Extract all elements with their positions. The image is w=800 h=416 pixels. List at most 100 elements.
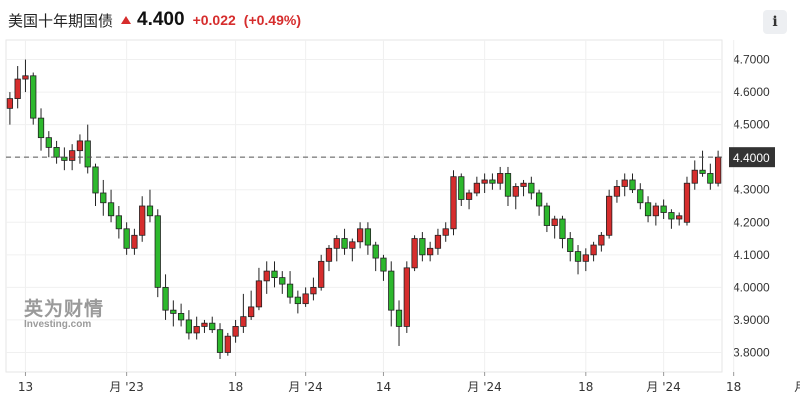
up-arrow-icon <box>121 16 132 24</box>
candle-body <box>216 329 224 353</box>
x-tick-label: 13 <box>18 380 33 394</box>
candle-body <box>45 137 52 148</box>
candle-body <box>644 202 652 217</box>
instrument-title: 美国十年期国债 <box>8 11 114 30</box>
candle-body <box>100 192 107 204</box>
candle-body <box>69 150 76 161</box>
candle-body <box>427 247 434 256</box>
candle-body <box>489 179 496 184</box>
price-change: +0.022 <box>192 12 236 28</box>
x-tick-label: 月 '24 <box>794 380 800 394</box>
price-change-percent: (+0.49%) <box>243 12 301 28</box>
candle-body <box>691 169 698 184</box>
quote-header: 美国十年期国债 4.400 +0.022 (+0.49%) <box>8 7 301 33</box>
x-tick-label: 月 '24 <box>646 380 680 394</box>
candle-body <box>341 238 348 249</box>
candle-body <box>473 182 480 194</box>
candle-body <box>551 218 558 226</box>
candle-body <box>162 286 169 311</box>
candle-body <box>403 267 410 327</box>
plot-area <box>5 39 723 373</box>
candle-body <box>411 238 418 269</box>
candle-body <box>419 238 426 256</box>
candle-body <box>434 234 442 249</box>
candle-body <box>629 179 636 191</box>
candle-body <box>349 241 356 249</box>
candle-body <box>613 186 621 197</box>
candle-body <box>660 205 667 213</box>
candle-body <box>14 78 21 99</box>
candle-body <box>139 205 146 236</box>
y-tick-label: 4.6000 <box>733 85 770 99</box>
candle-body <box>567 238 574 252</box>
candle-body <box>170 309 177 314</box>
candle-body <box>279 277 286 285</box>
y-tick-label: 4.2000 <box>733 215 770 229</box>
candle-body <box>185 319 193 334</box>
candle-body <box>442 228 449 236</box>
candle-body <box>333 238 340 249</box>
candle-body <box>286 283 294 298</box>
y-tick-label: 4.1000 <box>733 248 770 262</box>
candle-body <box>154 215 161 288</box>
candle-body <box>107 202 115 217</box>
candle-body <box>714 156 722 184</box>
candle-body <box>22 75 29 80</box>
candle-body <box>606 195 613 236</box>
candle-body <box>271 270 278 279</box>
candle-body <box>224 335 231 353</box>
candle-body <box>598 234 605 246</box>
candle-body <box>177 313 185 321</box>
info-icon[interactable]: i <box>763 10 787 34</box>
candle-body <box>232 326 239 337</box>
y-tick-label: 4.5000 <box>733 118 770 132</box>
candle-body <box>528 182 535 194</box>
candle-body <box>652 205 659 217</box>
candle-body <box>559 218 566 239</box>
candle-body <box>6 98 14 109</box>
candle-body <box>209 322 216 331</box>
candle-body <box>364 228 372 246</box>
candle-body <box>520 182 527 187</box>
candle-body <box>92 166 99 194</box>
candle-body <box>676 215 683 220</box>
candle-body <box>395 309 403 327</box>
candle-body <box>318 260 325 288</box>
y-tick-label: 4.0000 <box>733 280 770 294</box>
candle-body <box>699 169 706 174</box>
candle-body <box>53 147 60 158</box>
candle-body <box>201 322 208 327</box>
candle-body <box>310 286 317 295</box>
candle-body <box>115 215 122 230</box>
candle-body <box>621 179 628 187</box>
watermark-en: Investing.com <box>24 319 92 330</box>
candle-body <box>668 212 675 220</box>
candle-body <box>37 117 45 139</box>
x-tick-label: 月 '23 <box>109 380 143 394</box>
candle-body <box>248 306 255 318</box>
candle-body <box>240 316 247 327</box>
candle-body <box>590 244 597 256</box>
candle-body <box>255 280 263 308</box>
candle-body <box>707 173 714 184</box>
candle-body <box>76 140 84 152</box>
watermark-logo: 英为财情 Investing.com <box>24 300 104 330</box>
x-tick-label: 18 <box>726 380 741 394</box>
candle-body <box>294 296 301 305</box>
candle-body <box>543 205 551 226</box>
candle-body <box>497 173 504 184</box>
candle-body <box>123 228 130 249</box>
candle-body <box>512 186 519 197</box>
candle-body <box>465 192 473 200</box>
candle-body <box>356 228 364 243</box>
candle-body <box>388 270 395 311</box>
current-price-badge <box>729 147 775 168</box>
candle-body <box>504 173 512 197</box>
x-tick-label: 18 <box>228 380 243 394</box>
y-tick-label: 4.7000 <box>733 53 770 67</box>
candle-body <box>450 176 457 230</box>
candle-body <box>458 176 465 200</box>
candle-body <box>582 254 589 262</box>
candle-body <box>193 326 200 334</box>
